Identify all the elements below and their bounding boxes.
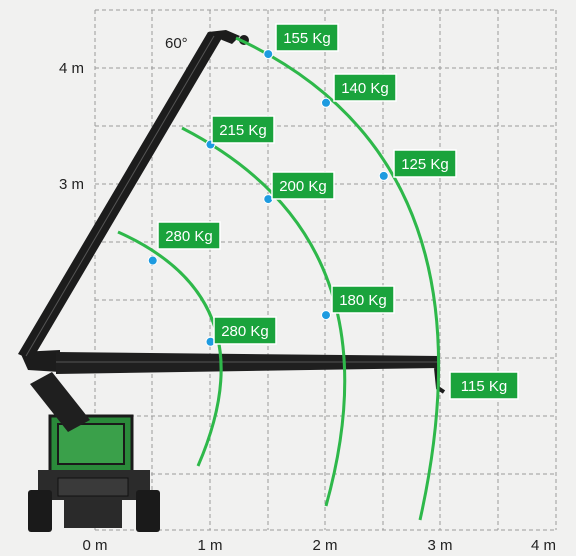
- load-label-box: [211, 115, 275, 144]
- boom-angle-label: 60°: [165, 35, 188, 52]
- load-point: 280 Kg: [205, 316, 277, 347]
- load-point-marker: [147, 255, 158, 266]
- load-label-box: [449, 371, 519, 400]
- load-point: 200 Kg: [263, 171, 335, 205]
- reach-curve-outer: [235, 36, 441, 521]
- load-label: 280 Kg: [221, 323, 269, 340]
- load-label-box: [271, 171, 335, 200]
- boom-upper: [18, 30, 249, 360]
- load-point-marker: [321, 310, 331, 321]
- x-axis-tick-label: 3 m: [427, 537, 452, 554]
- load-point: 140 Kg: [321, 73, 397, 108]
- load-point: 180 Kg: [321, 285, 395, 321]
- load-label: 215 Kg: [219, 122, 267, 139]
- load-point-marker: [263, 49, 274, 60]
- load-point-marker: [321, 97, 331, 108]
- x-axis-tick-label: 4 m: [531, 537, 556, 554]
- load-label: 155 Kg: [283, 30, 331, 47]
- load-label: 280 Kg: [165, 228, 213, 245]
- x-axis-tick-label: 1 m: [197, 537, 222, 554]
- y-axis-tick-label: 3 m: [59, 176, 84, 193]
- load-points: 155 Kg 140 Kg 125 Kg 215 Kg 200 Kg 280 Kg 180 …: [147, 23, 519, 400]
- load-point: 280 Kg: [147, 221, 221, 266]
- load-label-box: [393, 149, 457, 178]
- load-point-marker: [378, 170, 389, 181]
- load-point: 155 Kg: [263, 23, 339, 60]
- load-label: 115 Kg: [461, 378, 507, 395]
- load-label: 200 Kg: [279, 178, 327, 195]
- machine-base: [28, 372, 160, 532]
- load-label: 180 Kg: [339, 292, 387, 309]
- load-label-box: [157, 221, 221, 250]
- y-axis-tick-label: 4 m: [59, 60, 84, 77]
- boom-lower: [20, 350, 446, 394]
- load-label-box: [213, 316, 277, 345]
- load-label-box: [333, 73, 397, 102]
- reach-curve-middle: [181, 126, 347, 507]
- x-axis-tick-label: 2 m: [312, 537, 337, 554]
- load-label: 140 Kg: [341, 80, 389, 97]
- load-label-box: [275, 23, 339, 52]
- load-point: 115 Kg: [449, 371, 519, 400]
- load-label: 125 Kg: [401, 156, 449, 173]
- load-label-box: [331, 285, 395, 314]
- grid: [94, 9, 557, 531]
- x-axis-tick-label: 0 m: [82, 537, 107, 554]
- load-point: 125 Kg: [378, 149, 457, 181]
- load-point: 215 Kg: [205, 115, 275, 150]
- axis-labels: 0 m 1 m 2 m 3 m 4 m 3 m 4 m: [59, 60, 556, 554]
